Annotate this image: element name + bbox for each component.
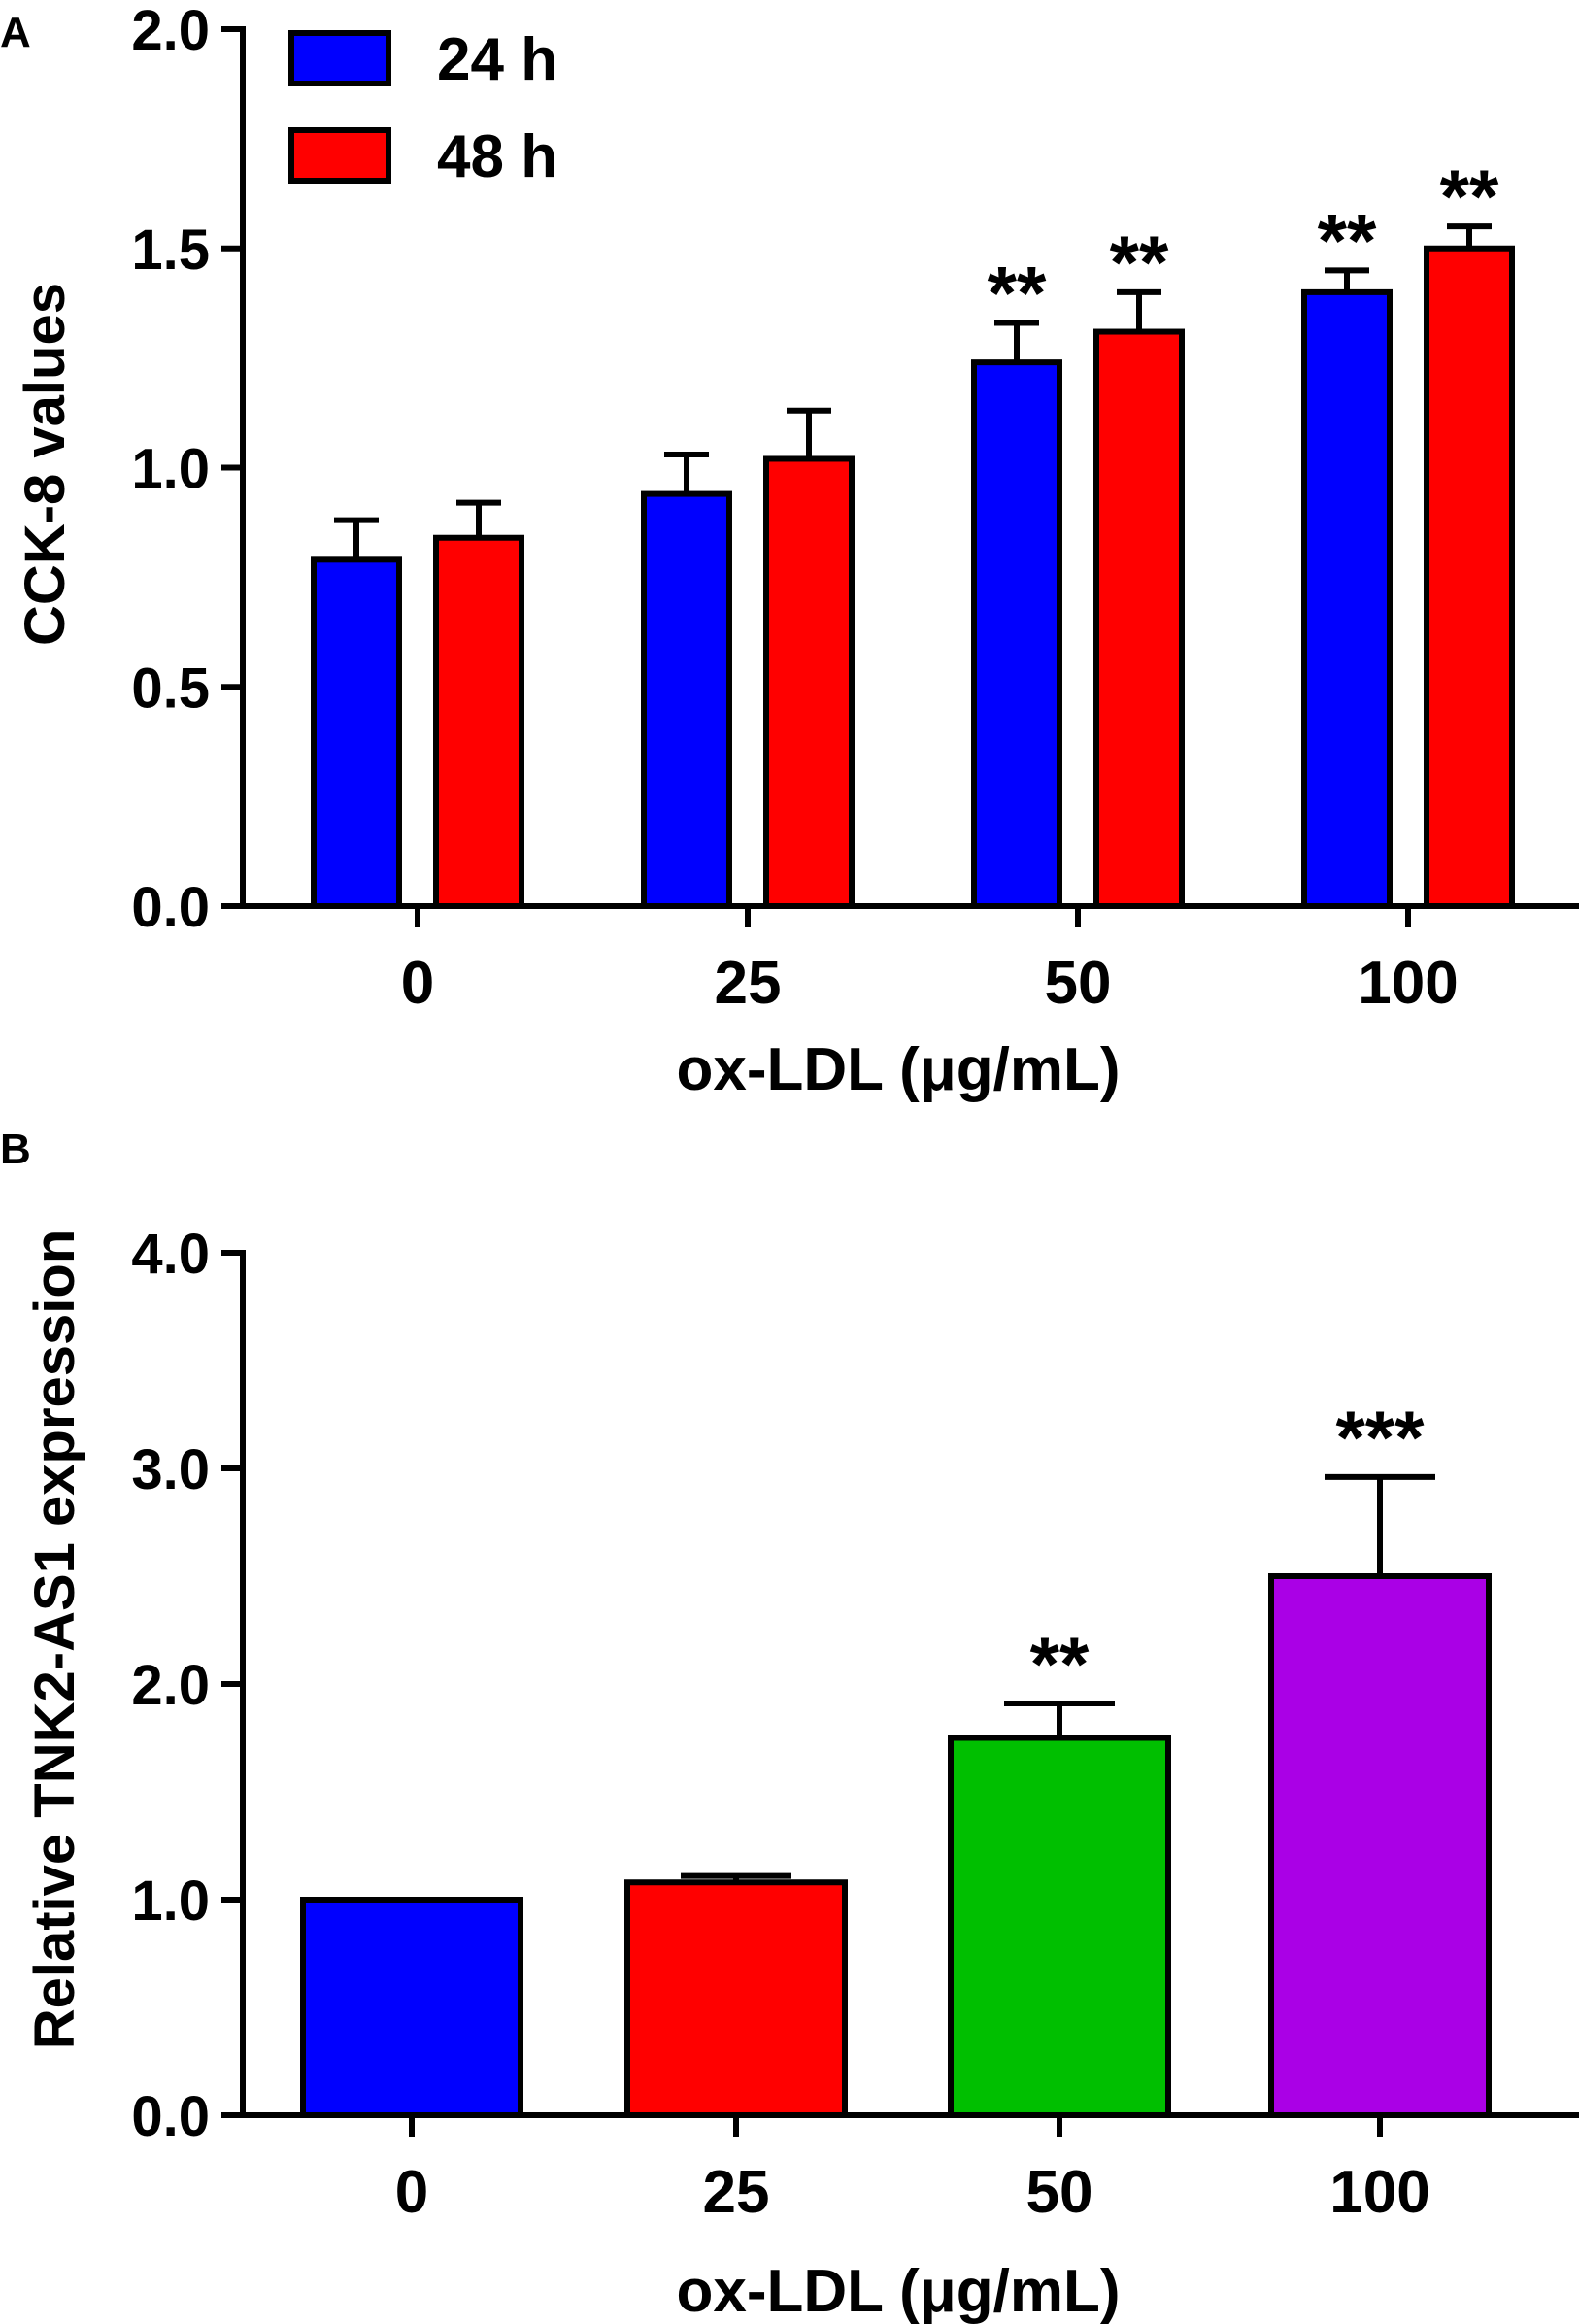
x-tick-label: 0 xyxy=(395,2159,428,2226)
y-tick-label: 3.0 xyxy=(131,1438,210,1501)
y-tick-label: 0.5 xyxy=(131,657,210,720)
panel-a-bars: ** ** ** ** xyxy=(311,153,1515,910)
bar xyxy=(971,359,1062,909)
significance-marker: ** xyxy=(1030,1621,1090,1706)
bar xyxy=(311,556,402,909)
panel-b-label: B xyxy=(0,1126,31,1173)
x-tick-label: 0 xyxy=(401,950,434,1017)
bar xyxy=(1301,288,1393,909)
panel-a-x-axis-label: ox-LDL (μg/mL) xyxy=(677,1036,1121,1103)
x-tick-label: 100 xyxy=(1329,2159,1429,2226)
panel-a-y-ticks: 0.0 0.5 1.0 1.5 2.0 xyxy=(131,0,243,939)
panel-b-bars: ***** xyxy=(300,1395,1492,2118)
panel-a-y-axis-label: CCK-8 values xyxy=(14,283,77,646)
panel-b-x-axis-label: ox-LDL (μg/mL) xyxy=(677,2258,1121,2324)
bar xyxy=(300,1897,523,2118)
legend-swatch-48h xyxy=(288,127,391,184)
bar xyxy=(1268,1573,1492,2118)
bar xyxy=(433,534,524,909)
panel-b: B 0.01.02.03.04.0 ***** 0 25 50 100 Relativ… xyxy=(0,1126,1579,2324)
panel-b-y-axis-label: Relative TNK2-AS1 expression xyxy=(23,1229,86,2050)
x-tick-label: 50 xyxy=(1045,950,1112,1017)
y-tick-label: 0.0 xyxy=(131,876,210,939)
y-tick-label: 0.0 xyxy=(131,2085,210,2148)
legend-item-48h: 48 h xyxy=(288,123,557,190)
legend-label-24h: 24 h xyxy=(437,26,557,93)
panel-a-x-ticks: 0 25 50 100 xyxy=(401,906,1459,1017)
y-tick-label: 1.0 xyxy=(131,1869,210,1933)
bar xyxy=(624,1879,848,2118)
bar xyxy=(948,1735,1171,2118)
y-tick-label: 2.0 xyxy=(131,1654,210,1717)
x-tick-label: 50 xyxy=(1026,2159,1093,2226)
panel-b-x-ticks: 0 25 50 100 xyxy=(395,2115,1430,2226)
significance-marker: ** xyxy=(988,251,1047,336)
bar xyxy=(1424,245,1515,909)
significance-marker: ** xyxy=(1110,219,1169,305)
bar xyxy=(641,490,732,909)
panel-a: A 0.0 0.5 1.0 1.5 2.0 ** ** ** ** 0 25 50 100 CCK-… xyxy=(0,0,1579,1103)
legend: 24 h 48 h xyxy=(288,26,557,190)
bar xyxy=(763,455,855,909)
legend-item-24h: 24 h xyxy=(288,26,557,93)
legend-label-48h: 48 h xyxy=(437,123,557,190)
bar xyxy=(1093,328,1185,910)
y-tick-label: 2.0 xyxy=(131,0,210,62)
significance-marker: *** xyxy=(1335,1395,1425,1480)
y-tick-label: 4.0 xyxy=(131,1223,210,1286)
significance-marker: ** xyxy=(1440,153,1499,239)
panel-a-label: A xyxy=(0,9,31,56)
x-tick-label: 100 xyxy=(1358,950,1458,1017)
significance-marker: ** xyxy=(1318,197,1377,283)
panel-b-y-ticks: 0.0 1.0 2.0 3.0 4.0 xyxy=(131,1223,243,2148)
y-tick-label: 1.5 xyxy=(131,219,210,282)
x-tick-label: 25 xyxy=(715,950,782,1017)
x-tick-label: 25 xyxy=(703,2159,770,2226)
y-tick-label: 1.0 xyxy=(131,438,210,501)
legend-swatch-24h xyxy=(288,30,391,86)
